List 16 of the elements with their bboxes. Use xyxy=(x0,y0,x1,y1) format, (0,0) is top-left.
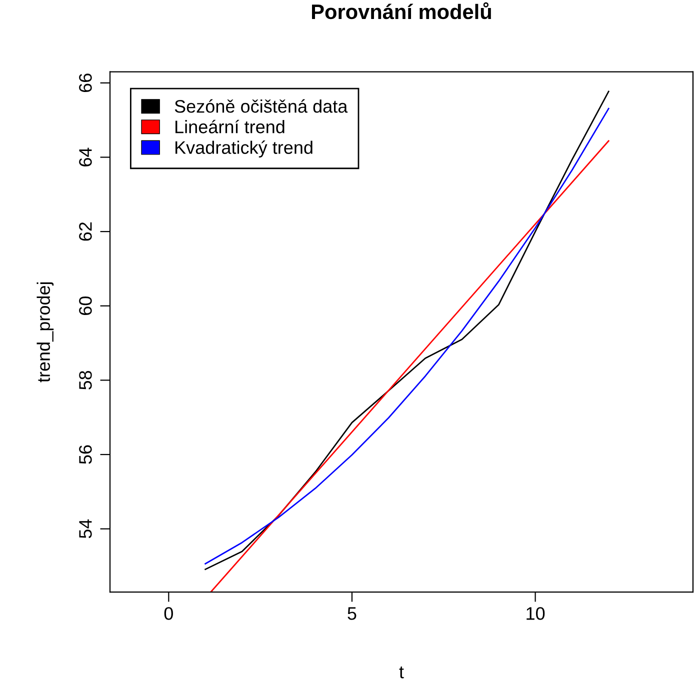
x-tick-label: 10 xyxy=(526,607,545,620)
x-tick-label: 5 xyxy=(348,607,356,620)
y-axis-title: trend_prodej xyxy=(36,282,54,382)
y-tick-label: 60 xyxy=(79,296,92,315)
y-tick-label: 54 xyxy=(79,519,92,538)
chart-title: Porovnání modelů xyxy=(312,2,491,20)
x-tick-label: 0 xyxy=(164,607,173,620)
y-tick-label: 64 xyxy=(79,148,92,166)
y-tick-label: 56 xyxy=(79,445,92,464)
y-tick-label: 62 xyxy=(79,222,92,241)
legend-label: Sezóně očištěná data xyxy=(174,99,348,113)
y-tick-label: 58 xyxy=(79,370,92,390)
legend-label: Lineární trend xyxy=(176,120,284,134)
legend-label: Kvadratický trend xyxy=(176,140,312,158)
x-axis-title: t xyxy=(399,666,404,678)
y-tick-label: 66 xyxy=(79,74,92,92)
